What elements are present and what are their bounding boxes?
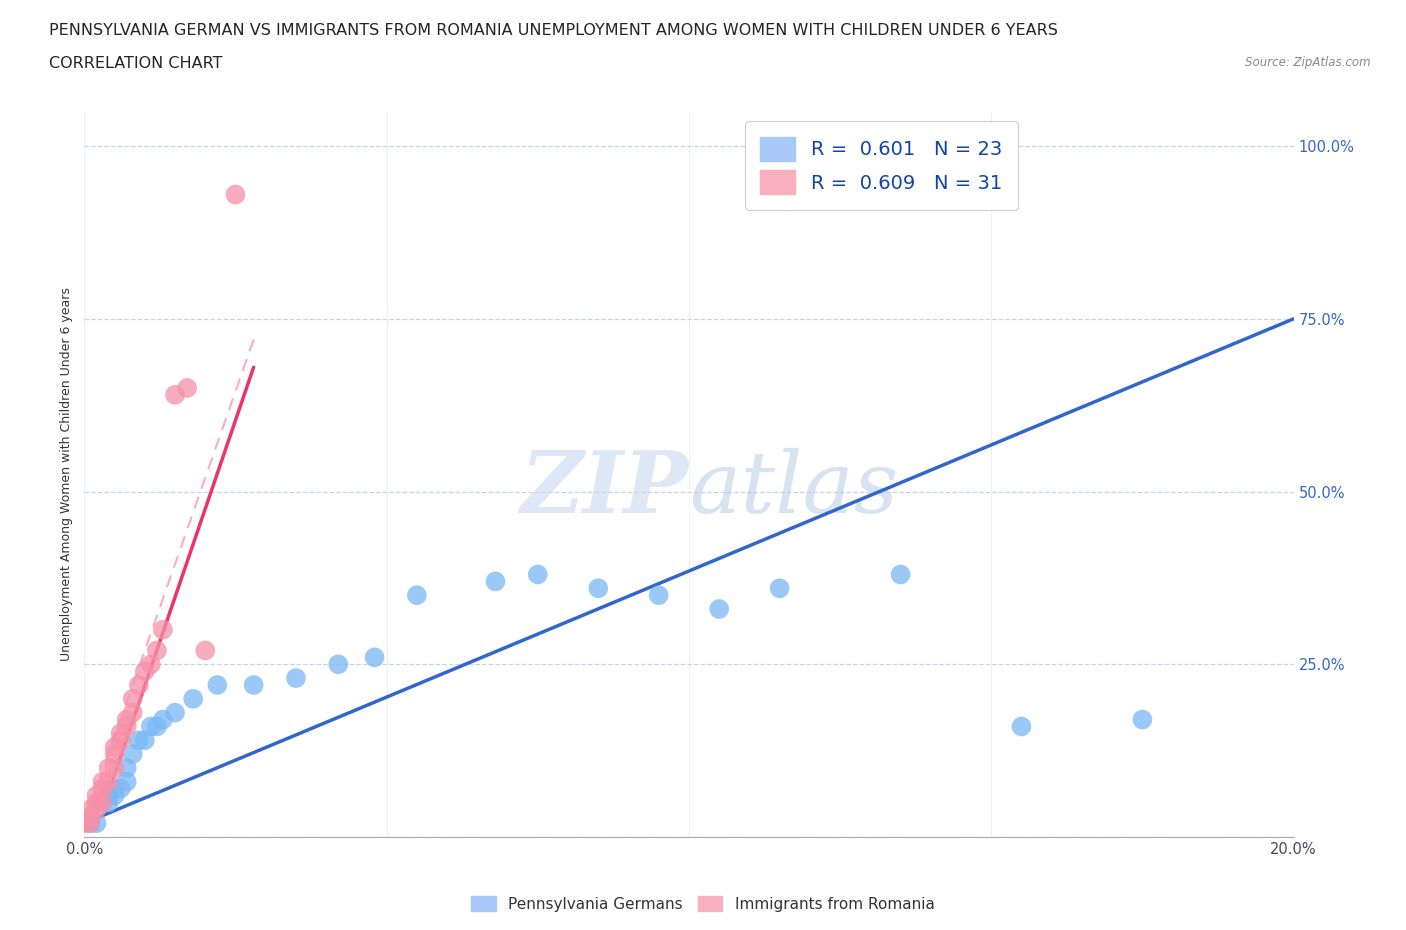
Point [207,678,229,693]
Point [115,775,138,790]
Point [242,678,264,693]
Point [104,747,127,762]
Text: ZIP: ZIP [522,447,689,530]
Point [406,588,429,603]
Point [163,705,186,720]
Point [1010,719,1032,734]
Text: CORRELATION CHART: CORRELATION CHART [49,56,222,71]
Point [128,678,150,693]
Point [134,664,156,679]
Point [104,761,127,776]
Point [152,622,174,637]
Point [79,816,101,830]
Point [91,795,114,810]
Point [284,671,308,685]
Point [139,719,162,734]
Point [104,739,127,754]
Point [86,802,108,817]
Point [890,567,912,582]
Point [146,643,169,658]
Point [484,574,506,589]
Point [115,712,138,727]
Point [647,588,671,603]
Point [115,719,138,734]
Point [97,795,120,810]
Point [176,380,198,395]
Text: PENNSYLVANIA GERMAN VS IMMIGRANTS FROM ROMANIA UNEMPLOYMENT AMONG WOMEN WITH CHI: PENNSYLVANIA GERMAN VS IMMIGRANTS FROM R… [49,23,1059,38]
Point [128,733,150,748]
Point [104,788,127,803]
Point [79,802,101,817]
Text: atlas: atlas [689,447,898,530]
Point [225,187,247,202]
Point [526,567,548,582]
Point [97,775,120,790]
Point [110,733,132,748]
Point [79,816,101,830]
Point [110,781,132,796]
Y-axis label: Unemployment Among Women with Children Under 6 years: Unemployment Among Women with Children U… [60,287,73,661]
Point [91,781,114,796]
Point [146,719,169,734]
Point [588,581,610,596]
Point [91,795,114,810]
Point [73,816,96,830]
Point [1130,712,1153,727]
Point [110,726,132,741]
Point [86,795,108,810]
Point [97,761,120,776]
Point [121,705,143,720]
Point [194,643,217,658]
Legend: Pennsylvania Germans, Immigrants from Romania: Pennsylvania Germans, Immigrants from Ro… [465,889,941,918]
Point [181,691,204,706]
Point [121,691,143,706]
Text: Source: ZipAtlas.com: Source: ZipAtlas.com [1246,56,1371,69]
Point [115,761,138,776]
Point [73,816,96,830]
Point [104,781,127,796]
Point [139,657,162,671]
Point [97,788,120,803]
Point [86,788,108,803]
Point [363,650,385,665]
Point [328,657,350,671]
Point [91,775,114,790]
Point [79,809,101,824]
Point [769,581,792,596]
Point [709,602,731,617]
Point [91,795,114,810]
Point [134,733,156,748]
Point [163,388,186,403]
Legend: R =  0.601   N = 23, R =  0.609   N = 31: R = 0.601 N = 23, R = 0.609 N = 31 [745,121,1018,209]
Point [152,712,174,727]
Point [121,747,143,762]
Point [86,816,108,830]
